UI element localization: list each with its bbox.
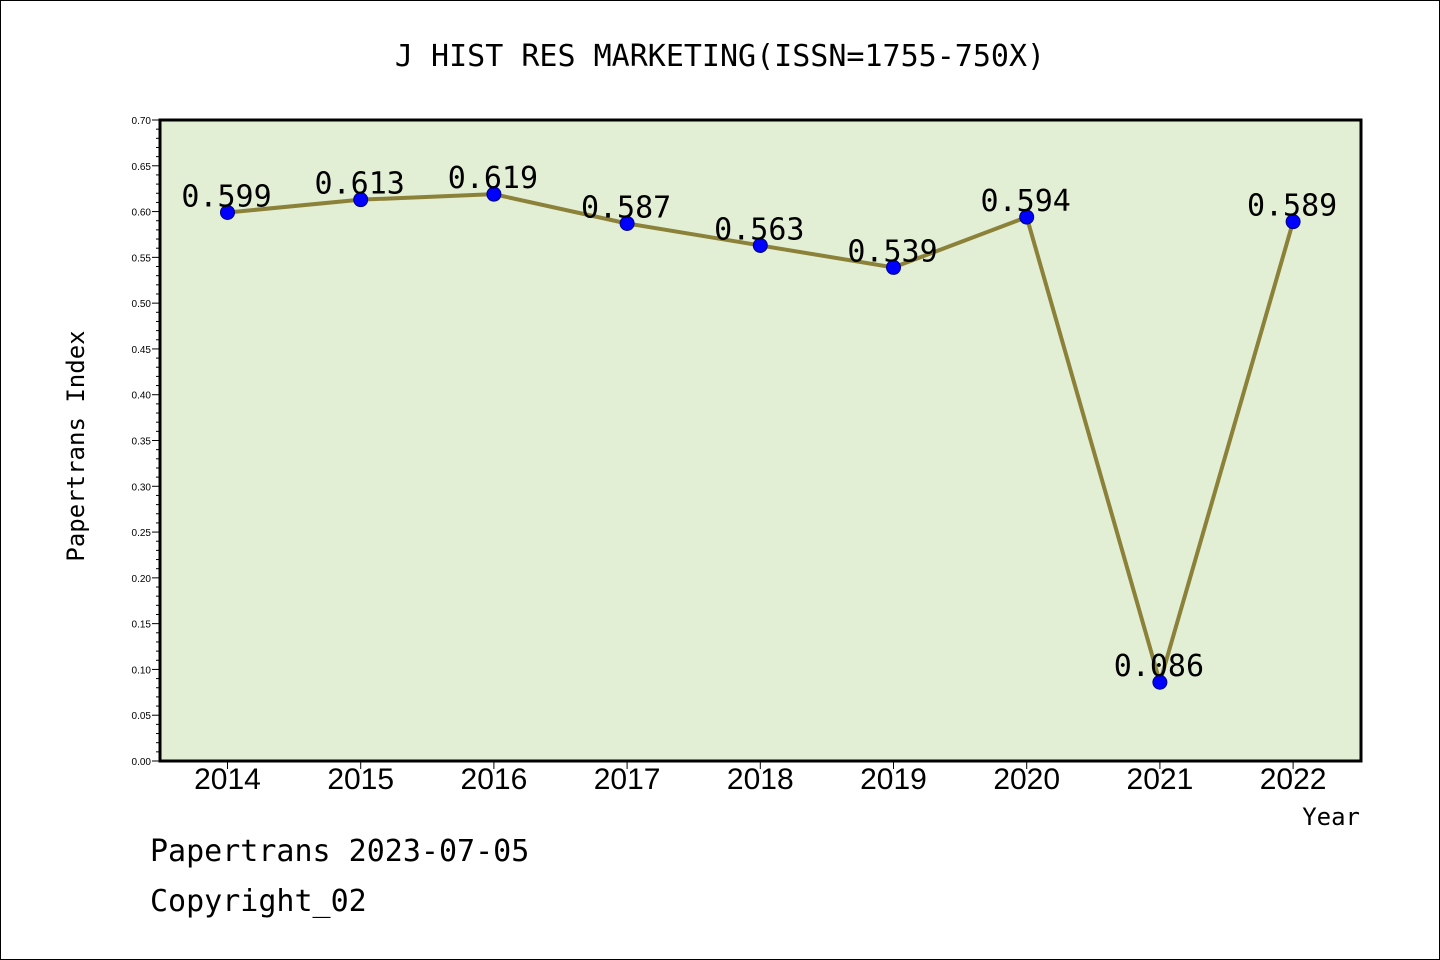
y-tick-label: 0.50: [132, 299, 152, 310]
data-point-2016: [486, 186, 502, 202]
footer-copyright: Copyright_02: [150, 884, 367, 919]
y-tick-label: 0.10: [132, 665, 152, 676]
x-tick-label: 2014: [194, 763, 261, 796]
x-axis-label: Year: [1302, 803, 1360, 831]
data-label-2015: 0.613: [315, 167, 405, 202]
data-label-2018: 0.563: [714, 212, 804, 247]
x-axis: 2014 2015 2016 2017 2018 2019 2020 2021 2022: [194, 761, 1326, 796]
y-axis: 0.00 0.05 0.10 0.15 0.20 0.25 0.30 0.35 0.40 0.45…: [132, 116, 160, 768]
data-point-2021: [1152, 674, 1168, 690]
x-tick-label: 2017: [594, 763, 661, 796]
x-tick-label: 2015: [327, 763, 394, 796]
data-point-2017: [619, 215, 635, 231]
y-tick-label: 0.05: [132, 711, 152, 722]
data-point-2022: [1285, 214, 1301, 230]
data-label-2022: 0.589: [1247, 189, 1337, 224]
y-tick-label: 0.20: [132, 574, 152, 585]
x-tick-label: 2020: [993, 763, 1060, 796]
y-tick-label: 0.55: [132, 253, 152, 264]
y-axis-label: Papertrans Index: [62, 330, 90, 561]
data-point-2019: [886, 259, 901, 275]
data-label-2021: 0.086: [1114, 649, 1204, 684]
chart-title: J HIST RES MARKETING(ISSN=1755-750X): [395, 39, 1045, 74]
x-tick-label: 2018: [727, 763, 794, 796]
data-label-2014: 0.599: [181, 179, 271, 214]
data-markers: [220, 186, 1301, 690]
data-label-2020: 0.594: [981, 184, 1071, 219]
y-tick-label: 0.00: [132, 757, 152, 768]
data-label-2019: 0.539: [847, 234, 937, 269]
plot-area: [158, 118, 1363, 763]
data-point-2020: [1019, 209, 1035, 225]
footer-source: Papertrans 2023-07-05: [150, 834, 530, 869]
y-tick-label: 0.65: [132, 162, 152, 173]
data-labels: 0.599 0.613 0.619 0.587 0.563 0.539 0.594 0.086…: [181, 161, 1337, 684]
x-tick-label: 2022: [1260, 763, 1327, 796]
y-tick-label: 0.40: [132, 391, 152, 402]
y-tick-label: 0.35: [132, 437, 152, 448]
y-tick-label: 0.15: [132, 620, 152, 631]
y-tick-label: 0.25: [132, 528, 152, 539]
data-label-2016: 0.619: [448, 161, 538, 196]
x-tick-label: 2019: [860, 763, 927, 796]
x-tick-label: 2016: [461, 763, 528, 796]
data-point-2018: [752, 237, 768, 253]
y-tick-label: 0.60: [132, 208, 152, 219]
x-tick-label: 2021: [1127, 763, 1194, 796]
data-label-2017: 0.587: [581, 190, 671, 225]
y-tick-label: 0.70: [132, 116, 152, 127]
y-tick-label: 0.45: [132, 345, 152, 356]
data-point-2014: [220, 204, 235, 220]
y-tick-label: 0.30: [132, 482, 152, 493]
data-point-2015: [353, 192, 369, 208]
